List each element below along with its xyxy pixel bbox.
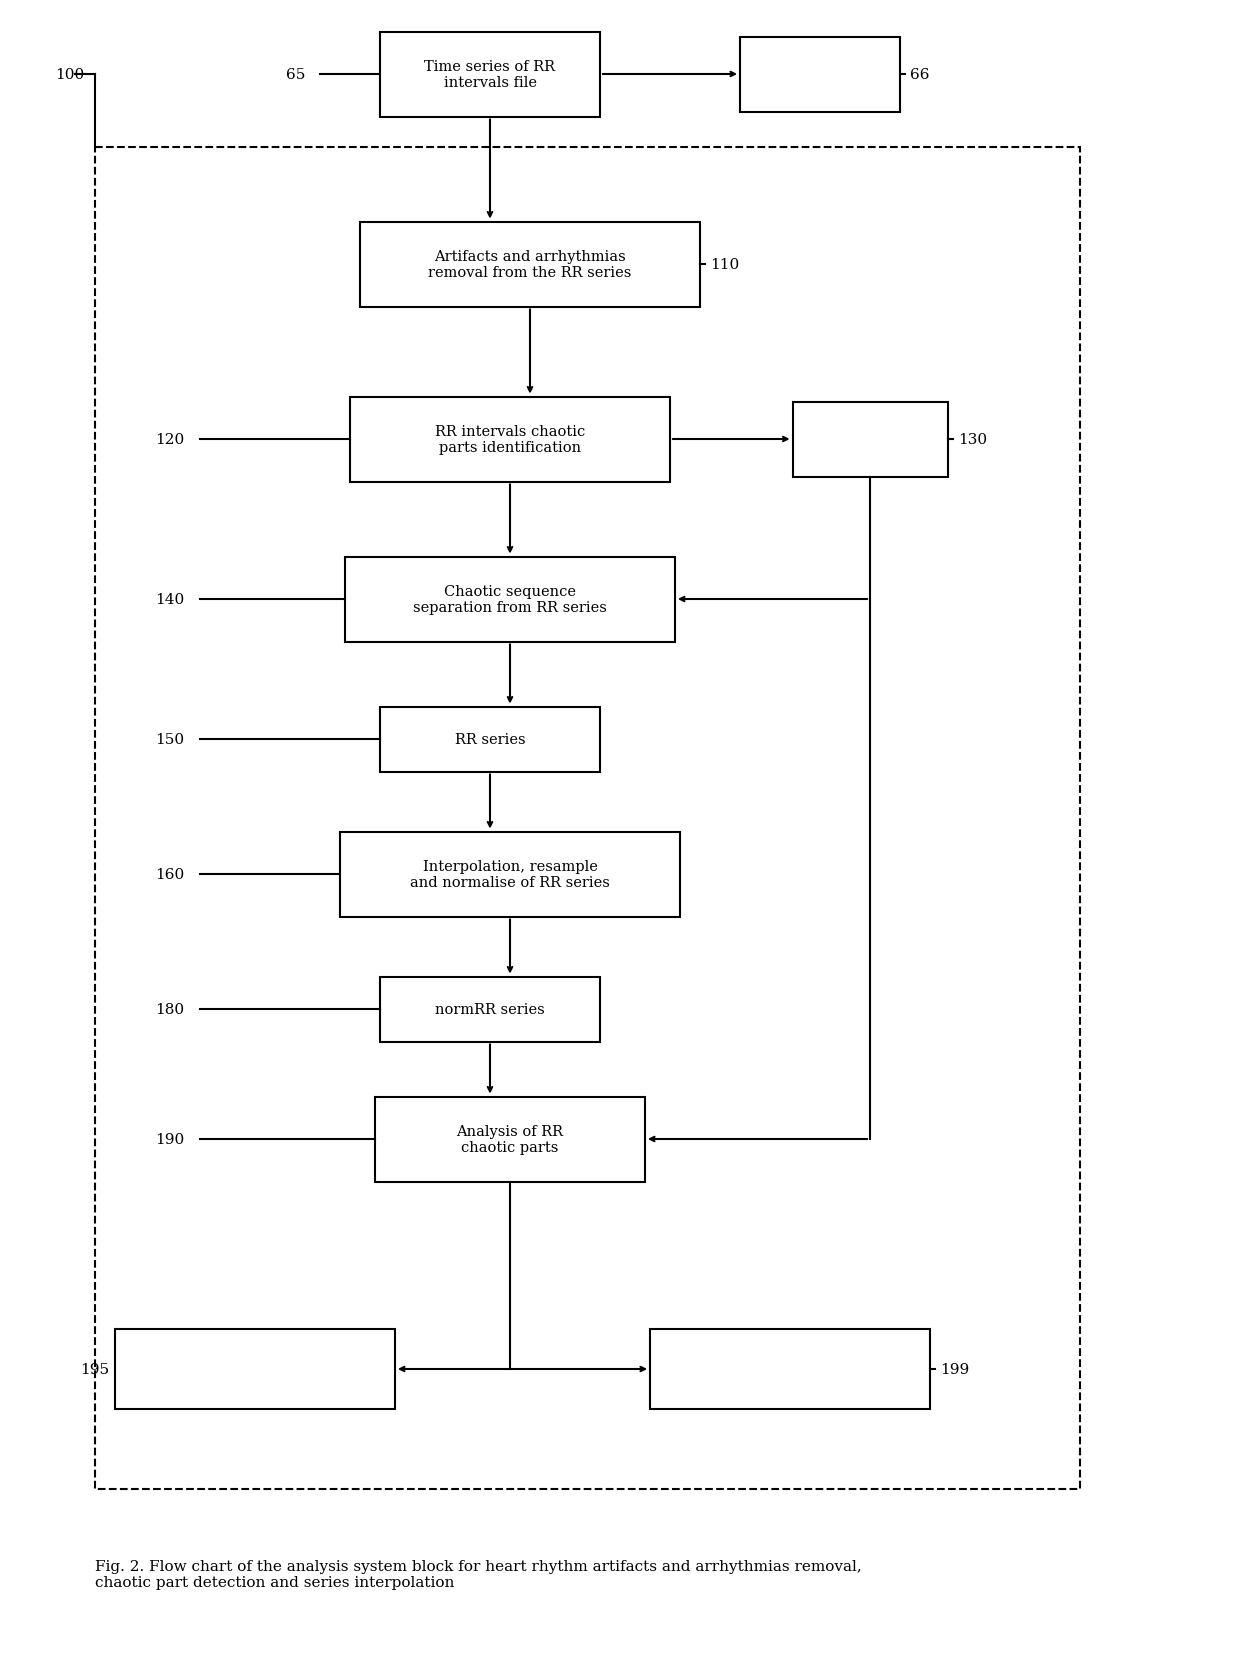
Bar: [379, 33, 600, 118]
Text: Artifacts and arrhythmias
removal from the RR series: Artifacts and arrhythmias removal from t…: [428, 250, 631, 280]
Bar: [360, 223, 701, 308]
Bar: [374, 1097, 645, 1181]
Text: 199: 199: [940, 1363, 970, 1376]
Text: RR intervals chaotic
parts identification: RR intervals chaotic parts identificatio…: [435, 424, 585, 454]
Text: 140: 140: [155, 592, 185, 607]
Text: 180: 180: [155, 1002, 184, 1017]
Text: Chaotic sequence
separation from RR series: Chaotic sequence separation from RR seri…: [413, 584, 606, 614]
Bar: [379, 707, 600, 772]
Text: 150: 150: [155, 732, 184, 747]
Bar: [350, 398, 670, 483]
Bar: [340, 832, 680, 917]
Text: 130: 130: [959, 433, 987, 446]
Text: 190: 190: [155, 1132, 185, 1146]
Text: 110: 110: [711, 258, 739, 271]
Bar: [379, 977, 600, 1042]
Text: RR series: RR series: [455, 732, 526, 747]
Text: Analysis of RR
chaotic parts: Analysis of RR chaotic parts: [456, 1125, 563, 1155]
Text: 195: 195: [81, 1363, 109, 1376]
Text: Time series of RR
intervals file: Time series of RR intervals file: [424, 60, 556, 90]
Text: 66: 66: [910, 68, 930, 82]
Bar: [650, 1330, 930, 1409]
Bar: [115, 1330, 396, 1409]
Bar: [345, 557, 675, 642]
Bar: [740, 38, 900, 113]
Text: Fig. 2. Flow chart of the analysis system block for heart rhythm artifacts and a: Fig. 2. Flow chart of the analysis syste…: [95, 1559, 862, 1589]
Text: 160: 160: [155, 867, 185, 882]
Bar: [792, 403, 947, 478]
Text: Interpolation, resample
and normalise of RR series: Interpolation, resample and normalise of…: [410, 859, 610, 890]
Text: 120: 120: [155, 433, 185, 446]
Bar: [95, 148, 1080, 1489]
Text: normRR series: normRR series: [435, 1002, 544, 1017]
Text: 65: 65: [285, 68, 305, 82]
Text: 100: 100: [55, 68, 84, 82]
